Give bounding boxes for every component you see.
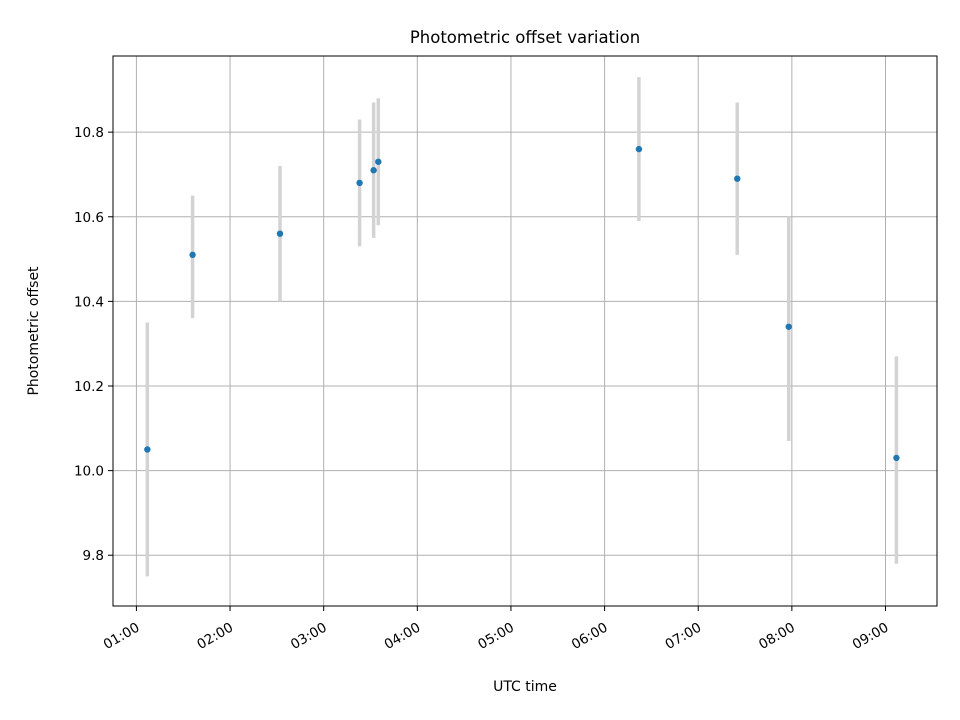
data-point: [734, 175, 741, 182]
data-point: [144, 446, 151, 453]
y-axis-label: Photometric offset: [26, 266, 42, 396]
y-tick-label: 10.6: [74, 210, 104, 226]
x-tick-label: 09:00: [850, 620, 892, 653]
plot-frame: [112, 55, 938, 607]
data-point: [356, 179, 363, 187]
x-tick-label: 02:00: [194, 620, 236, 653]
data-point: [375, 158, 382, 165]
data-point: [189, 251, 196, 259]
data-point: [276, 230, 284, 237]
data-point: [635, 145, 643, 153]
y-tick-label: 10.8: [74, 125, 104, 141]
x-tick-label: 06:00: [569, 620, 611, 653]
data-point: [893, 454, 900, 462]
y-axis-ticks: 9.8 10.0 10.2 10.4 10.6 10.8: [74, 125, 113, 564]
y-tick-label: 10.2: [74, 379, 104, 395]
y-tick-label: 10.0: [74, 464, 104, 480]
error-bars: [145, 77, 899, 577]
data-point: [785, 323, 792, 330]
chart-title: Photometric offset variation: [410, 28, 640, 47]
y-tick-label: 9.8: [83, 548, 104, 564]
x-tick-label: 01:00: [101, 620, 143, 653]
x-tick-label: 08:00: [756, 620, 798, 653]
x-axis-ticks: 01:00 02:00 03:00 04:00 05:00 06:00 07:00 08:00…: [101, 606, 892, 653]
y-tick-label: 10.4: [74, 294, 104, 310]
data-points: [144, 145, 900, 462]
x-tick-label: 03:00: [288, 620, 330, 653]
x-tick-label: 04:00: [382, 620, 424, 653]
x-axis-label: UTC time: [493, 679, 557, 695]
x-tick-label: 05:00: [475, 620, 517, 653]
x-tick-label: 07:00: [663, 620, 705, 653]
grid-lines: [113, 56, 937, 606]
data-point: [370, 167, 377, 174]
